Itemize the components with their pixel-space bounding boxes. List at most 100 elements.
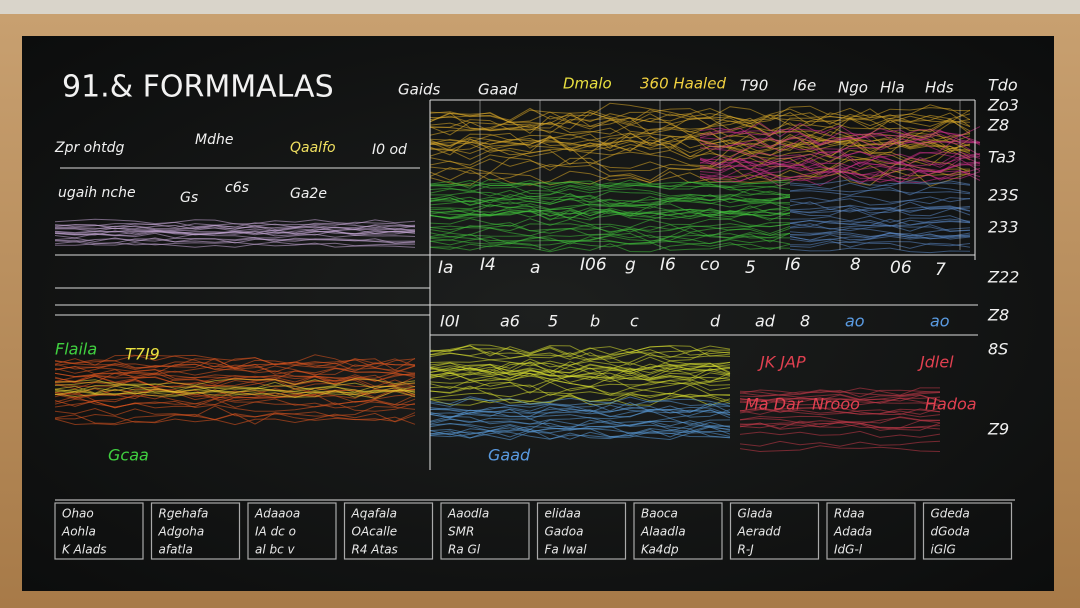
chalk-strand [789,223,971,232]
chalk-strand [789,219,971,227]
chalk-label: 8S [988,340,1008,359]
chalk-strand [739,389,941,397]
chalk-strand [54,354,416,367]
chalk-box [536,502,627,560]
chalk-box [826,502,916,560]
chalk-strand [429,397,731,408]
box-text: dGoda [931,525,970,539]
chalk-strand [54,384,416,394]
chalk-box [729,502,820,560]
chalk-strand [789,197,971,206]
chalk-box [54,502,144,560]
chalk-strand [429,217,791,228]
chalk-strand [55,224,416,231]
chalk-strand [54,396,416,409]
box-text: OAcalle [352,525,398,539]
chalk-strand [789,240,971,248]
chalk-strand [739,430,941,438]
chalk-strand [429,366,731,380]
box-text: Ohao [62,507,94,521]
box-text: Alaadla [640,525,686,539]
chalk-strand [429,148,971,167]
chalk-strand [789,227,971,237]
chalk-strand [429,394,731,406]
chalk-strand [739,440,941,447]
chalk-strand [430,189,791,200]
chalk-strand [789,215,971,223]
chalk-strand [54,218,416,225]
chalk-label: Gaids [398,81,441,99]
chalk-strand [429,209,791,221]
chalk-strand [429,358,731,371]
chalk-strand [429,204,791,215]
box-text: IdG-l [834,543,863,557]
box-text: Adada [833,525,872,539]
box-text: Rdaa [834,507,865,521]
chalk-label: Nrooo [812,395,860,414]
box-text: Baoca [641,507,678,521]
box-text: Aohla [61,525,96,539]
chalk-strand [739,387,940,396]
chalk-strand [429,418,731,430]
chalk-strand [429,139,971,158]
chalk-strand [54,381,416,390]
chalk-strand [54,390,416,399]
chalk-strand [789,201,971,211]
chalk-label: Gs [180,190,198,206]
chalk-strand [429,409,731,420]
chalk-label: Ngo [838,79,868,97]
chalk-strand [429,134,971,152]
chalk-label: Z9 [987,420,1009,439]
chalk-label: ad [755,312,776,331]
chalk-label: a6 [500,312,520,331]
chalk-strand [429,126,971,144]
chalk-strand [429,130,971,150]
chalk-label: Zpr ohtdg [54,140,124,156]
chalk-label: Tdo [988,76,1018,95]
chalk-label: Hadoa [925,395,977,414]
chalk-label: Z8 [987,306,1009,325]
box-text: Rgehafa [159,507,209,521]
chalk-label: I4 [480,255,496,275]
chalk-strand [789,179,971,187]
box-text: afatla [159,543,193,557]
chalk-strand [54,236,416,243]
chalk-label: Ga2e [290,186,327,202]
box-text: SMR [448,525,474,539]
chalk-strand [429,164,970,181]
chalk-label: I0I [440,312,460,331]
chalk-strand [429,431,731,441]
chalk-strand [739,445,941,453]
chalk-strand [739,415,941,425]
chalk-strand [429,199,791,211]
chalk-box [150,502,241,560]
chalk-label: I06 [580,255,607,275]
chalk-label: Hds [925,79,954,97]
chalk-label: Dmalo [563,75,612,93]
chalk-strand [789,186,971,196]
chalk-strand [429,368,731,381]
chalk-strand [429,396,731,407]
chalk-label: ugaih nche [58,185,136,201]
chalk-strand [429,209,791,221]
box-text: Ra Gl [448,543,481,557]
chalk-strand [429,112,971,129]
chalk-label: I6e [793,77,816,95]
chalk-strand [429,349,731,362]
chalk-strand [429,222,791,233]
chalk-strand [54,378,416,386]
chalk-label: Hla [880,79,905,97]
chalk-label: g [625,255,636,275]
chalk-strand [429,241,791,252]
chalk-strand [789,241,971,249]
chalk-strand [429,192,791,204]
chalk-strand [429,384,731,397]
chalk-label: Mdhe [195,132,233,148]
chalk-strand [54,230,416,236]
chalk-strand [429,157,971,176]
chalk-strand [429,178,791,190]
chalk-strand [789,232,971,241]
chalk-drawings: Gaids Gaad Dmalo 360 Haaled T90 I6e Ngo Hla Hds T… [54,75,1019,560]
chalk-strand [54,389,416,398]
